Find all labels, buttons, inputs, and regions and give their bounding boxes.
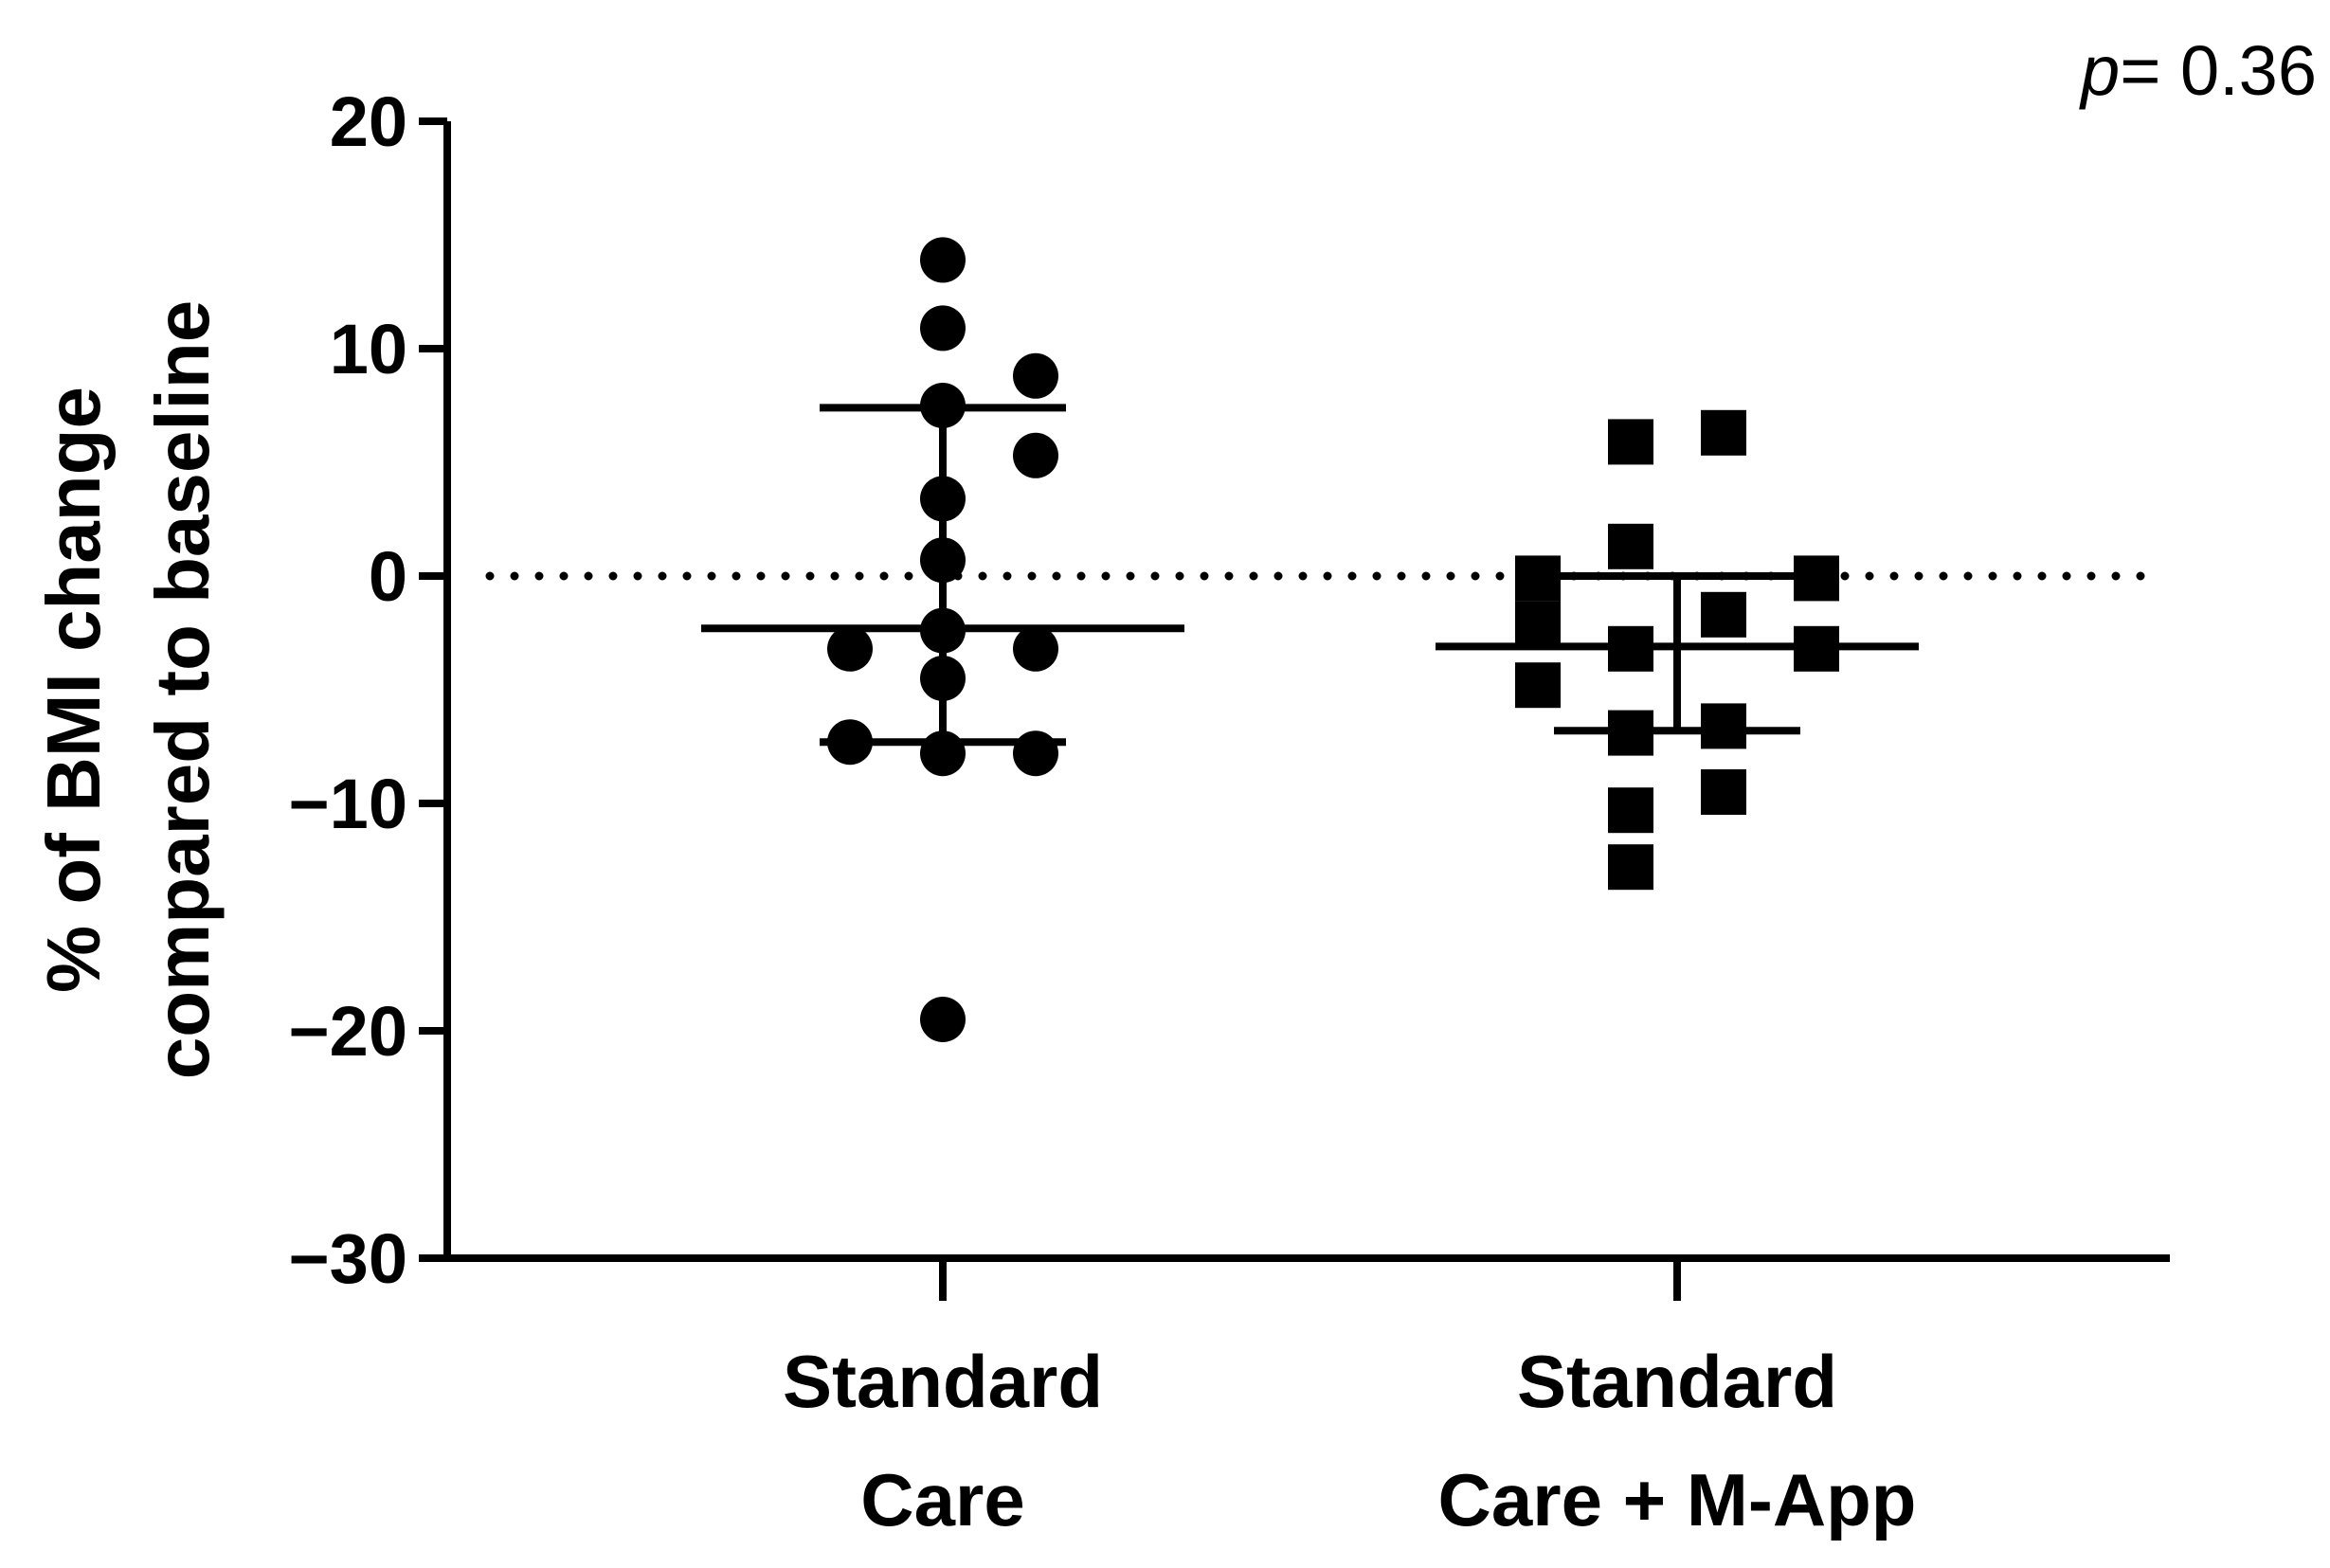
data-point-square	[1701, 769, 1746, 815]
category-label-line: Standard	[1517, 1340, 1837, 1423]
category-label-line: Care + M-App	[1438, 1458, 1917, 1541]
p-value: = 0.36	[2120, 31, 2317, 110]
data-point-square	[1701, 703, 1746, 749]
data-point-square	[1608, 787, 1653, 834]
data-point-circle	[827, 625, 873, 672]
y-tick-label: 20	[330, 82, 407, 161]
p-value-text: p= 0.36	[2079, 31, 2317, 110]
data-point-square	[1515, 555, 1561, 602]
data-points	[827, 237, 1839, 1042]
y-tick-label: −20	[288, 992, 407, 1071]
data-point-square	[1701, 409, 1746, 456]
axes: 20 10 0 −10 −20 −30	[288, 82, 2170, 1301]
data-point-square	[1608, 523, 1653, 569]
data-point-square	[1794, 555, 1839, 602]
y-tick-label: −30	[288, 1219, 407, 1298]
data-point-square	[1608, 844, 1653, 891]
data-point-square	[1701, 591, 1746, 638]
data-point-circle	[1013, 352, 1058, 399]
y-tick-label: −10	[288, 765, 407, 843]
y-axis-title-line: % of BMI change	[31, 387, 116, 993]
data-point-circle	[920, 237, 966, 283]
data-point-circle	[920, 997, 966, 1042]
data-point-circle	[1013, 432, 1058, 478]
data-point-circle	[1013, 730, 1058, 777]
y-tick-label: 0	[369, 537, 407, 616]
data-point-circle	[920, 305, 966, 351]
category-label-line: Standard	[783, 1340, 1103, 1423]
data-point-square	[1608, 419, 1653, 465]
p-symbol: p	[2079, 31, 2120, 110]
y-axis-title-line: compared to baseline	[140, 300, 225, 1079]
p-value-annotation: p= 0.36	[2079, 31, 2317, 110]
y-axis-title: % of BMI change compared to baseline	[31, 300, 225, 1079]
category-label-line: Care	[860, 1458, 1024, 1541]
data-point-square	[1515, 662, 1561, 709]
data-point-circle	[1013, 625, 1058, 672]
data-point-square	[1515, 601, 1561, 647]
y-tick-label: 10	[330, 310, 407, 388]
summary-bars	[701, 404, 1919, 747]
category-labels: Standard Care Standard Care + M-App	[783, 1340, 1916, 1541]
